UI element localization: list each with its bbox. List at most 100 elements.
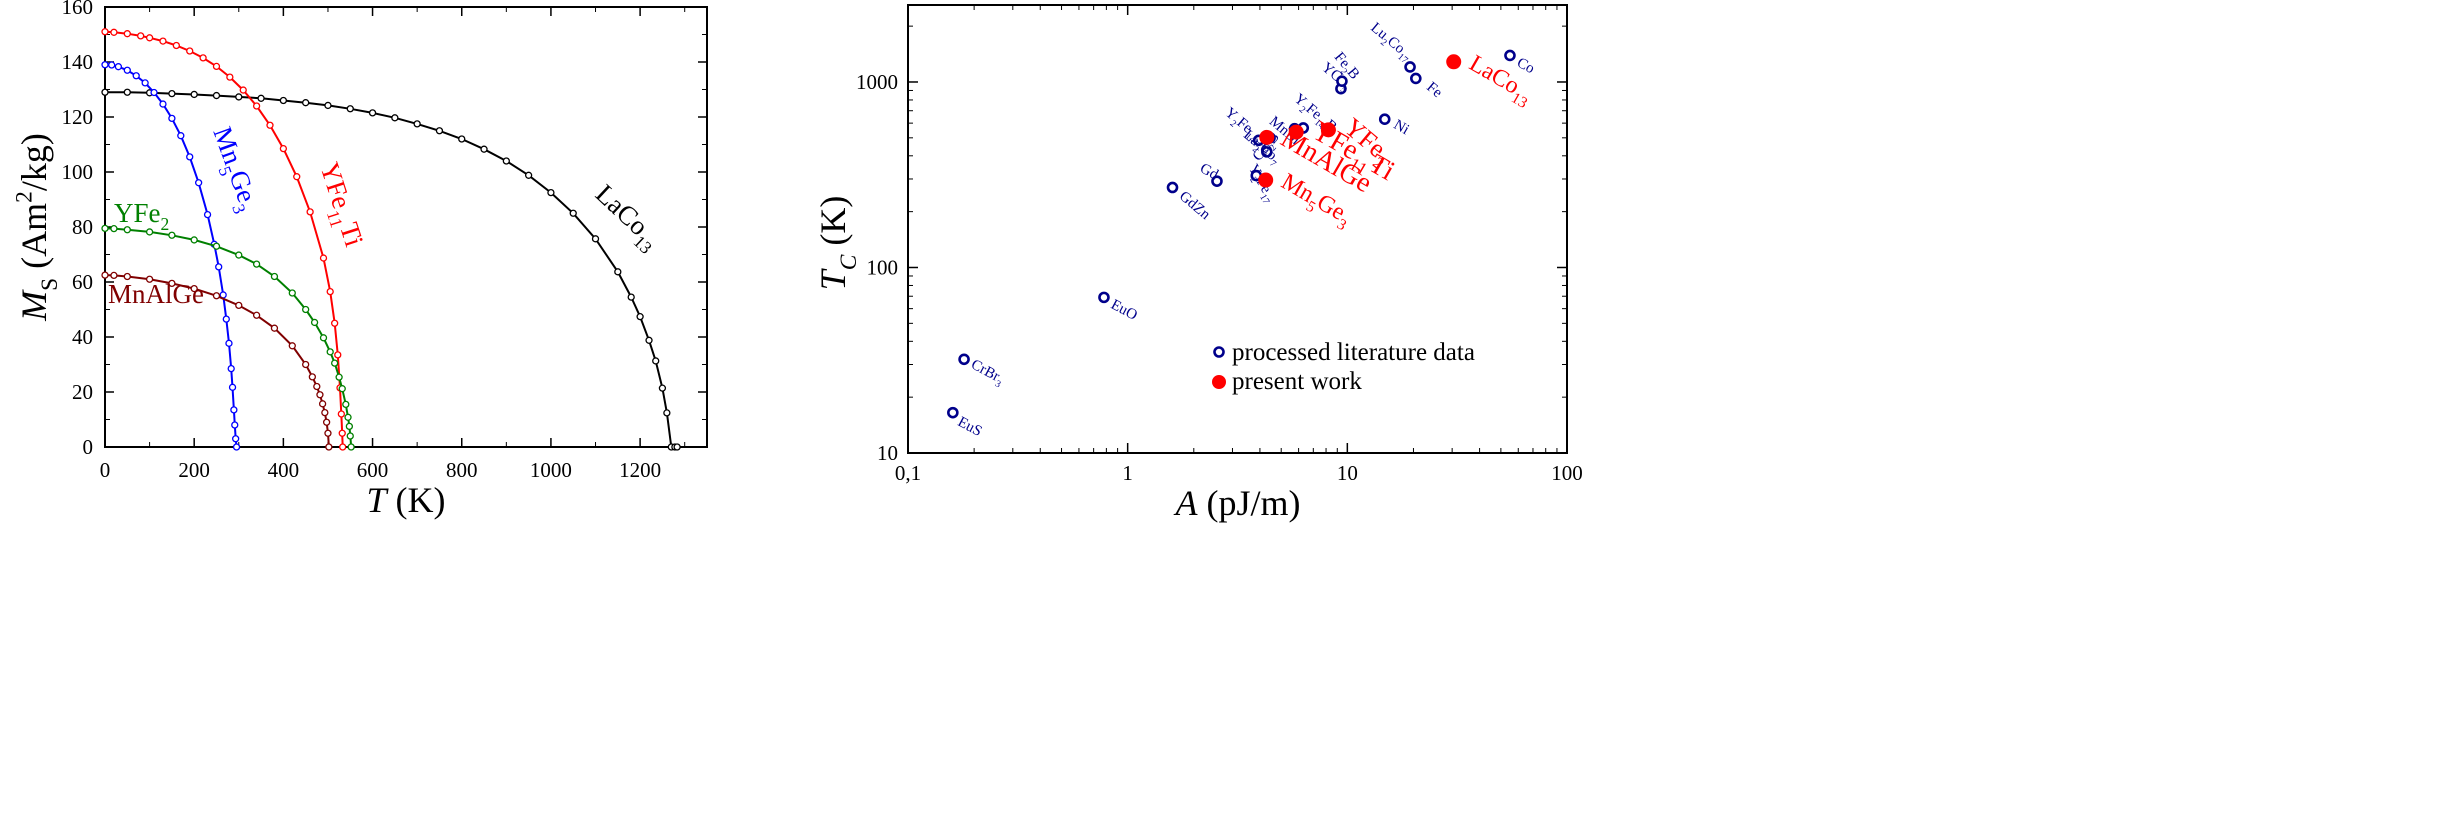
x-tick-label: 1000 [530,458,572,482]
data-point [190,90,198,99]
data-point [325,443,333,451]
present-work-point [1320,122,1336,138]
data-point [524,171,533,179]
legend-label-literature: processed literature data [1232,339,1475,366]
data-point [230,406,238,414]
data-point [101,224,109,233]
literature-point [1166,181,1179,194]
data-point [321,408,329,417]
data-point [346,432,354,440]
y-tick-label: 160 [62,0,94,19]
data-point [293,173,301,181]
literature-label: EuO [1108,297,1140,324]
series-label-mnalge: MnAlGe [108,279,204,309]
series-label-laco13: LaCo13 [586,178,667,257]
literature-point [947,406,959,419]
data-point [279,144,288,153]
data-point [326,348,334,356]
data-point [342,400,350,409]
data-point [331,319,339,327]
plot-frame [104,6,708,448]
data-point [227,364,235,373]
data-point [302,305,310,314]
data-point [159,37,167,45]
data-point [212,242,221,250]
data-point [145,228,154,236]
data-point [614,268,622,276]
series-label-mn5ge3: Mn5Ge3 [202,123,266,217]
data-point [435,127,444,135]
data-point [101,271,109,279]
data-point [636,312,644,321]
y-tick-label: 140 [62,50,94,74]
series-label-yfe2: YFe2 [114,198,169,234]
data-point [177,132,185,140]
left-chart: 0 200 400 600 800 1000 1200 0 20 40 60 80 100 120 140 1… [12,0,708,520]
data-point [159,100,167,108]
data-point [324,101,332,110]
data-point [114,63,123,71]
data-point [310,318,319,327]
data-point [168,89,176,98]
data-point [502,157,510,165]
x-tick-label: 600 [357,458,389,482]
data-point [123,88,131,96]
data-point [226,73,234,81]
series-line-YFe11Ti [104,30,344,448]
data-point [199,54,207,62]
data-point [235,93,243,101]
data-point [252,260,261,268]
literature-label: Ni [1391,117,1412,138]
data-point [239,86,247,94]
data-point [132,72,140,80]
data-point [137,32,145,40]
y-tick-label: 100 [867,255,899,279]
x-tick-label: 1 [1122,461,1133,485]
x-axis-label: A (pJ/m) [1174,483,1301,523]
data-point [458,135,466,143]
data-point [123,66,131,74]
plot-frame [907,4,1568,454]
literature-point [1504,49,1516,62]
legend-marker-present [1212,375,1226,389]
data-point [194,179,203,187]
data-point [334,351,342,359]
data-point [306,208,314,216]
y-tick-label: 0 [83,435,94,459]
data-point [190,236,198,244]
data-point [346,105,354,113]
data-point [235,251,243,259]
y-tick-label: 1000 [856,70,898,94]
data-point [215,263,223,271]
data-point [338,429,346,437]
data-point [658,384,667,392]
data-point [168,231,176,239]
x-axis-label: T (K) [366,480,445,520]
data-point [110,28,118,36]
data-point [266,121,274,129]
data-point [319,334,328,342]
y-tick-label: 10 [877,441,898,465]
data-point [231,421,239,429]
data-point [101,28,109,36]
x-tick-label: 100 [1551,461,1583,485]
data-point [232,443,241,451]
data-point [212,292,221,300]
data-point [270,272,279,281]
data-point [338,385,346,393]
literature-point [1211,175,1223,187]
literature-point [1336,75,1348,87]
literature-point [1378,113,1391,126]
literature-point [1404,61,1416,73]
data-point [288,342,296,350]
data-point [318,400,327,408]
x-tick-label: 0 [100,458,111,482]
series-line-Mn5Ge3 [104,63,238,448]
legend-label-present: present work [1232,368,1362,395]
data-point [145,275,154,283]
data-point [319,254,328,262]
data-point [302,360,310,369]
data-point [316,391,324,399]
data-point [345,422,354,431]
data-point [344,413,352,421]
